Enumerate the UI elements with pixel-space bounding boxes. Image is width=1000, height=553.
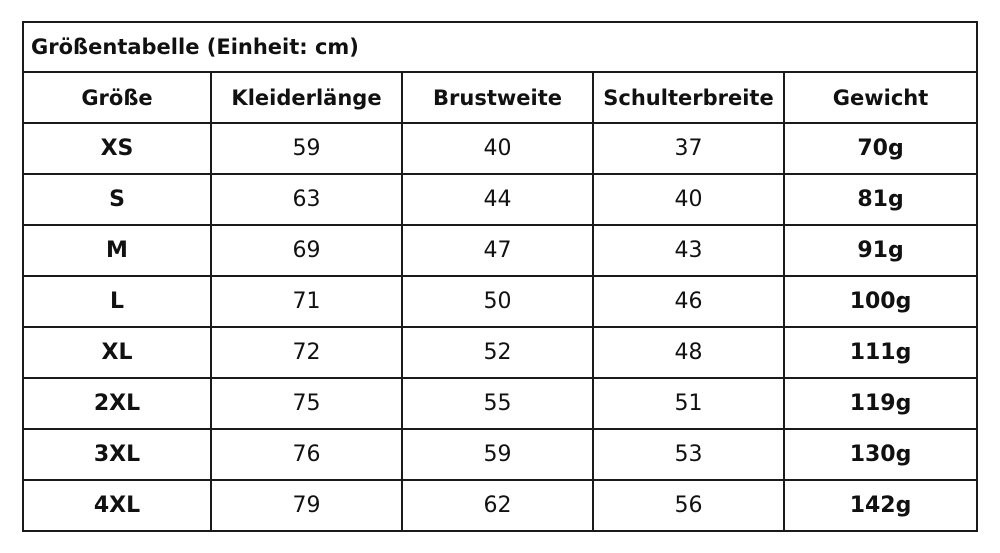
size-cell: S [22, 173, 212, 226]
table-row: 4XL 79 62 56 142g [22, 479, 979, 532]
size-cell: L [22, 275, 212, 328]
header-bust: Brustweite [401, 71, 594, 124]
bust-cell: 47 [401, 224, 594, 277]
header-shoulder: Schulterbreite [592, 71, 785, 124]
shoulder-cell: 56 [592, 479, 785, 532]
table-row: 3XL 76 59 53 130g [22, 428, 979, 481]
weight-cell: 130g [782, 428, 979, 481]
table-row: M 69 47 43 91g [22, 224, 979, 277]
length-cell: 59 [210, 122, 403, 175]
weight-cell: 91g [782, 224, 979, 277]
size-cell: 4XL [22, 479, 212, 532]
weight-cell: 70g [782, 122, 979, 175]
bust-cell: 55 [401, 377, 594, 430]
length-cell: 63 [210, 173, 403, 226]
header-length: Kleiderlänge [210, 71, 403, 124]
shoulder-cell: 48 [592, 326, 785, 379]
weight-cell: 111g [782, 326, 979, 379]
table-row: XL 72 52 48 111g [22, 326, 979, 379]
table-row: L 71 50 46 100g [22, 275, 979, 328]
header-row: Größe Kleiderlänge Brustweite Schulterbr… [22, 71, 979, 124]
header-size: Größe [22, 71, 212, 124]
bust-cell: 50 [401, 275, 594, 328]
size-cell: M [22, 224, 212, 277]
length-cell: 79 [210, 479, 403, 532]
bust-cell: 59 [401, 428, 594, 481]
shoulder-cell: 46 [592, 275, 785, 328]
table-row: S 63 44 40 81g [22, 173, 979, 226]
shoulder-cell: 51 [592, 377, 785, 430]
bust-cell: 40 [401, 122, 594, 175]
shoulder-cell: 53 [592, 428, 785, 481]
size-table: Größentabelle (Einheit: cm) Größe Kleide… [21, 21, 979, 532]
weight-cell: 81g [782, 173, 979, 226]
bust-cell: 44 [401, 173, 594, 226]
length-cell: 71 [210, 275, 403, 328]
length-cell: 72 [210, 326, 403, 379]
table-row: 2XL 75 55 51 119g [22, 377, 979, 430]
shoulder-cell: 43 [592, 224, 785, 277]
table-row: XS 59 40 37 70g [22, 122, 979, 175]
table-title: Größentabelle (Einheit: cm) [21, 21, 979, 73]
bust-cell: 52 [401, 326, 594, 379]
weight-cell: 119g [782, 377, 979, 430]
size-chart: Größentabelle (Einheit: cm) Größe Kleide… [21, 21, 979, 532]
size-cell: XS [22, 122, 212, 175]
shoulder-cell: 37 [592, 122, 785, 175]
header-weight: Gewicht [782, 71, 979, 124]
shoulder-cell: 40 [592, 173, 785, 226]
title-row: Größentabelle (Einheit: cm) [21, 21, 979, 73]
size-cell: 3XL [22, 428, 212, 481]
size-cell: 2XL [22, 377, 212, 430]
length-cell: 69 [210, 224, 403, 277]
weight-cell: 100g [782, 275, 979, 328]
size-cell: XL [22, 326, 212, 379]
length-cell: 76 [210, 428, 403, 481]
weight-cell: 142g [782, 479, 979, 532]
length-cell: 75 [210, 377, 403, 430]
bust-cell: 62 [401, 479, 594, 532]
